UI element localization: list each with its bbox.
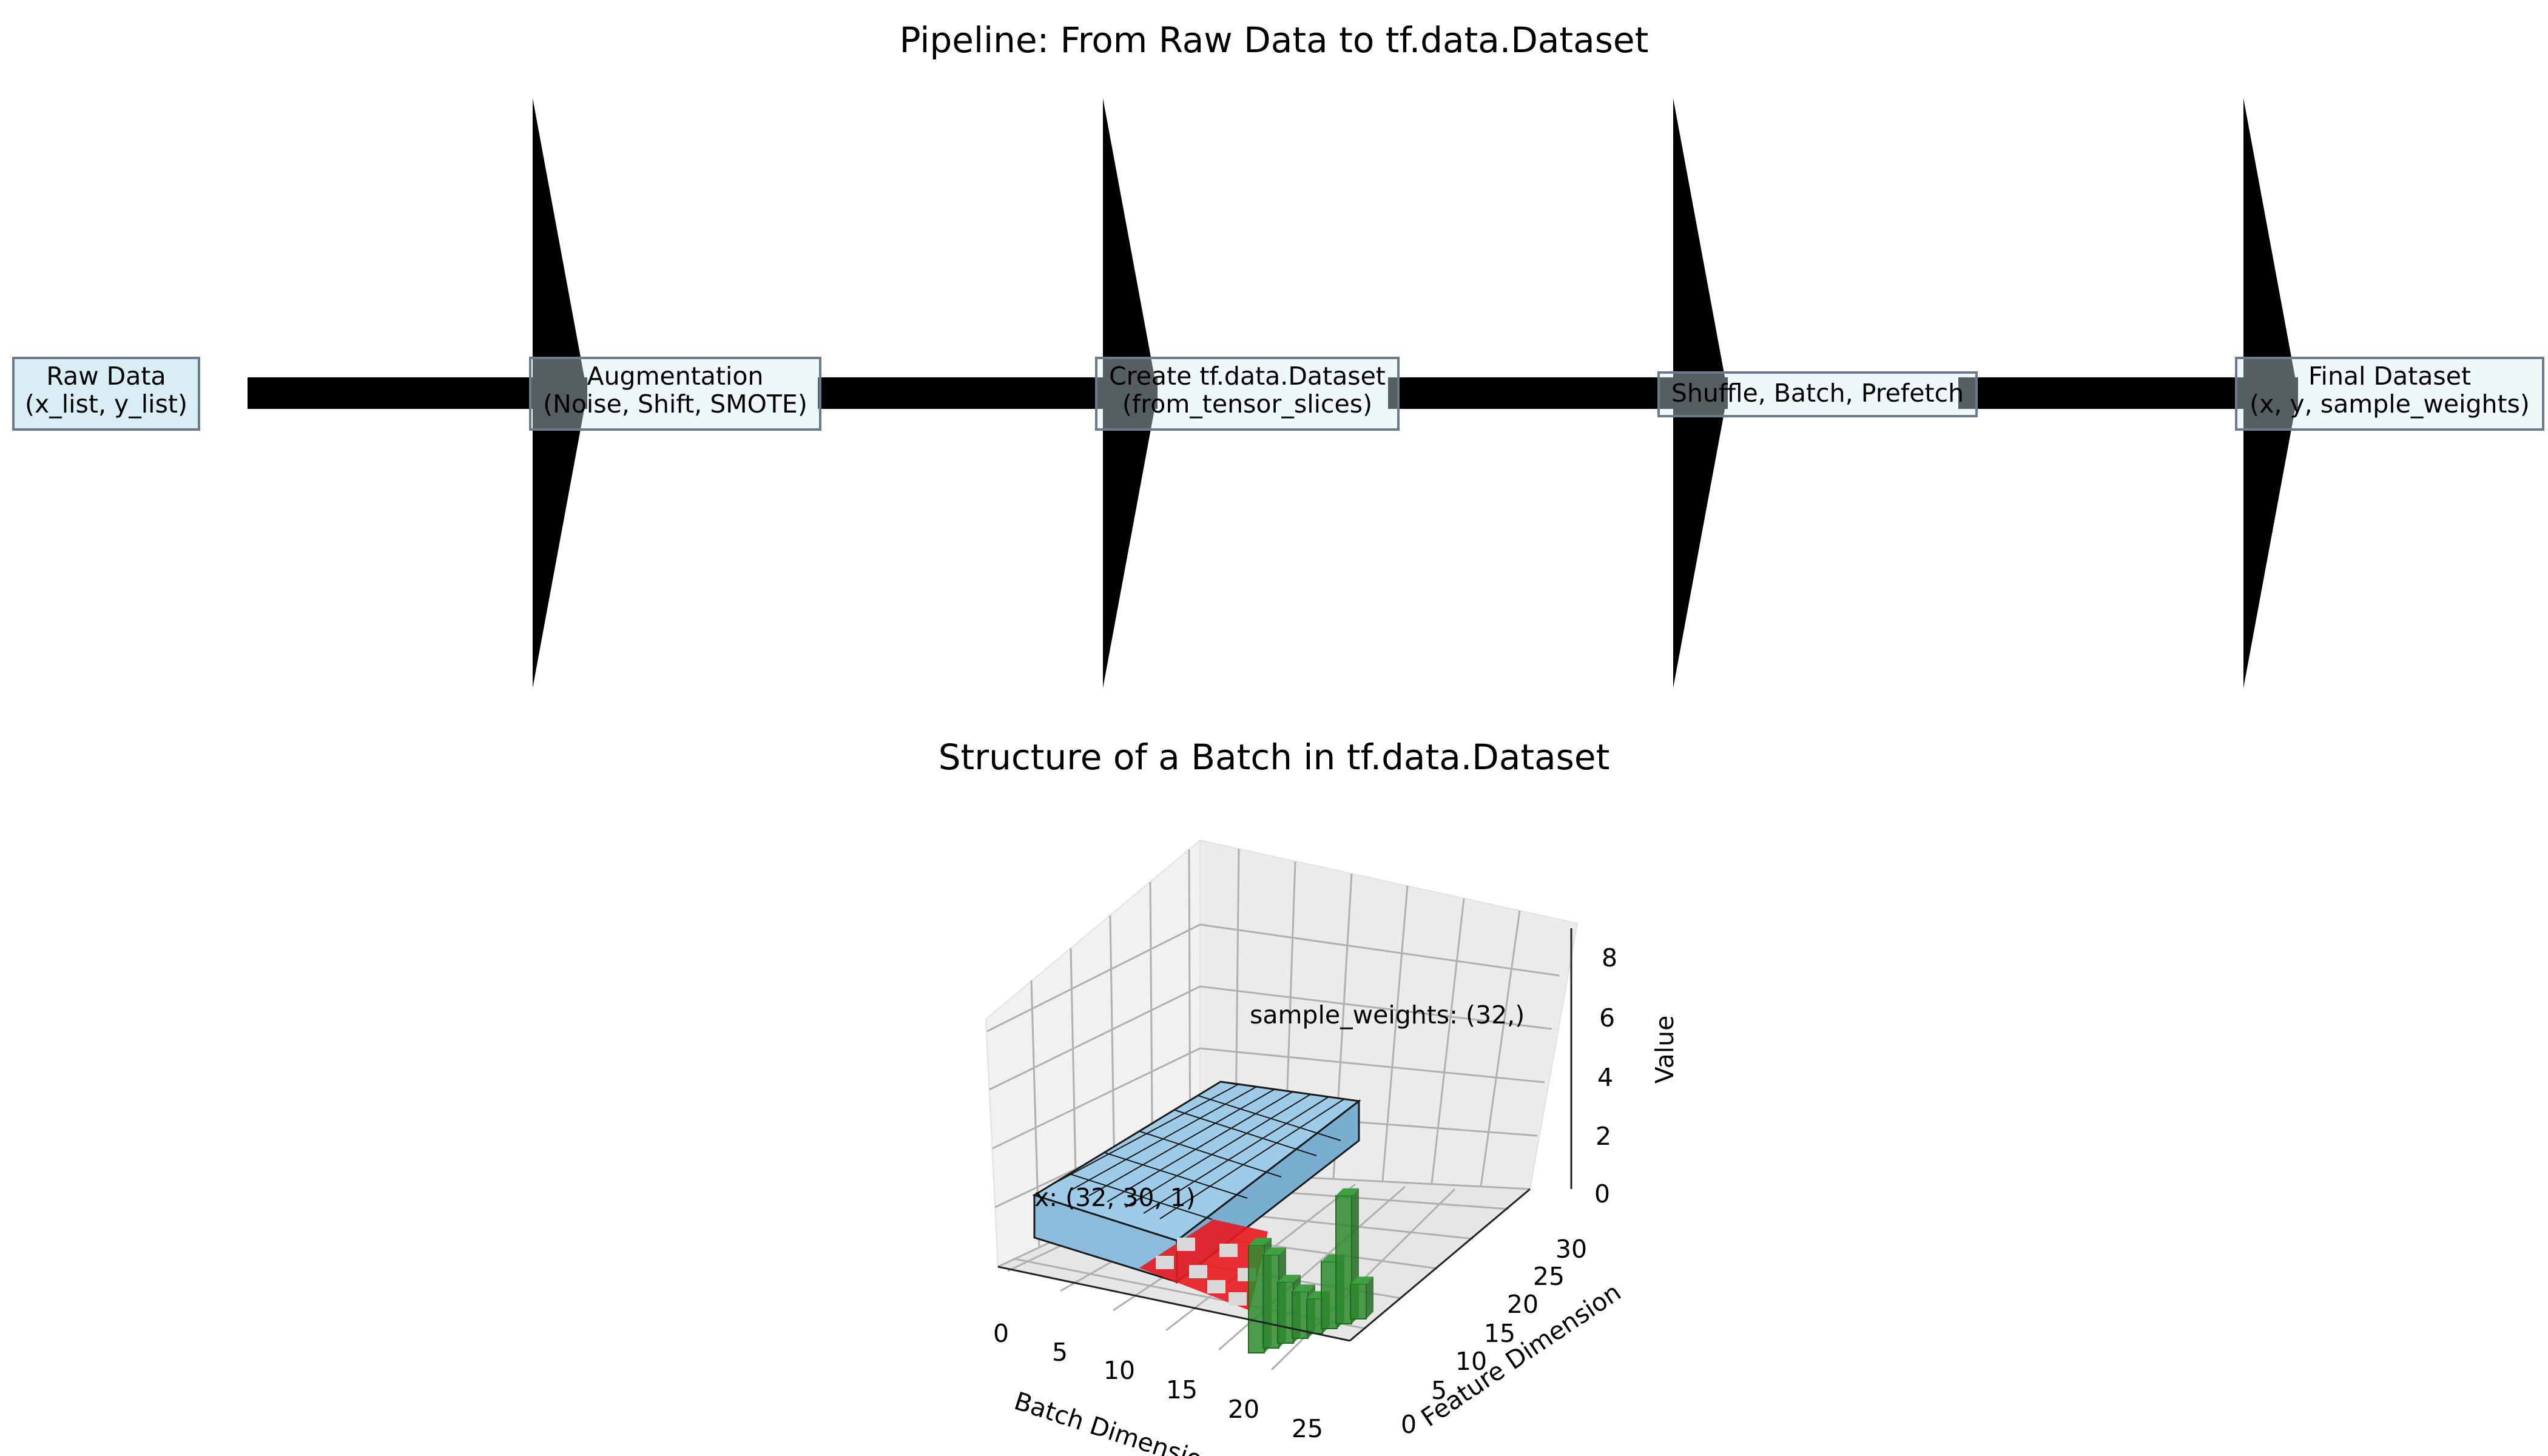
connector-bar-4 bbox=[1958, 377, 2298, 409]
stage-box-raw-data: Raw Data (x_list, y_list) bbox=[12, 357, 200, 431]
pipeline-arrows bbox=[248, 98, 2298, 688]
batch-chart: Structure of a Batch in tf.data.Dataset bbox=[939, 736, 1679, 1456]
weight-bar-front bbox=[1277, 1281, 1294, 1344]
arrow-head-4 bbox=[2243, 98, 2298, 688]
y-label-blocks bbox=[1139, 1219, 1268, 1310]
connector-bar-2 bbox=[818, 377, 1158, 409]
stage-sublabel: (x, y, sample_weights) bbox=[2250, 389, 2530, 419]
stage-box-shuffle-batch-prefetch: Shuffle, Batch, Prefetch bbox=[1657, 371, 1978, 417]
y-tick-label: 25 bbox=[1533, 1262, 1565, 1291]
pipeline-diagram: Pipeline: From Raw Data to tf.data.Datas… bbox=[12, 19, 2544, 688]
x-annotation: x: (32, 30, 1) bbox=[1034, 1183, 1196, 1212]
stage-box-create-dataset: Create tf.data.Dataset (from_tensor_slic… bbox=[1095, 357, 1400, 431]
stage-label: Shuffle, Batch, Prefetch bbox=[1671, 379, 1964, 408]
weight-bar-front bbox=[1248, 1244, 1265, 1353]
z-tick-label: 0 bbox=[1594, 1179, 1610, 1208]
connector-bar-3 bbox=[1388, 377, 1728, 409]
sample-weight-bar bbox=[1262, 1247, 1286, 1349]
x-tick-label: 25 bbox=[1292, 1414, 1323, 1443]
x-tick-label: 5 bbox=[1052, 1338, 1068, 1367]
arrow-head-1 bbox=[533, 98, 587, 688]
stage-label: Augmentation bbox=[587, 362, 764, 391]
stage-sublabel: (x_list, y_list) bbox=[25, 389, 187, 419]
weight-bar-top bbox=[1350, 1276, 1373, 1284]
x-tick-label: 10 bbox=[1104, 1356, 1135, 1385]
z-tick-label: 6 bbox=[1599, 1003, 1615, 1033]
stage-label: Raw Data bbox=[46, 362, 166, 391]
weight-bar-side bbox=[1366, 1276, 1373, 1319]
weight-bar-top bbox=[1278, 1275, 1301, 1282]
weight-bar-front bbox=[1335, 1195, 1352, 1325]
x-tick-label: 15 bbox=[1166, 1375, 1198, 1404]
sample-weight-bars bbox=[1248, 1188, 1373, 1353]
weight-bar-front bbox=[1306, 1298, 1323, 1334]
weight-bar-top bbox=[1249, 1238, 1272, 1245]
y-axis-line bbox=[1349, 1188, 1531, 1342]
sample-weights-annotation: sample_weights: (32,) bbox=[1250, 1000, 1525, 1030]
x-axis-line bbox=[997, 1266, 1350, 1342]
y-axis-ticks: 0 5 10 15 20 25 30 bbox=[1401, 1235, 1587, 1439]
y-tick-label: 15 bbox=[1484, 1319, 1515, 1348]
z-tick-label: 8 bbox=[1602, 943, 1617, 972]
weight-bar-top bbox=[1292, 1284, 1315, 1292]
stage-sublabel: (from_tensor_slices) bbox=[1122, 389, 1372, 419]
y-tick-label: 30 bbox=[1555, 1235, 1587, 1264]
y-tick-label: 10 bbox=[1455, 1347, 1487, 1376]
y-tick-label: 0 bbox=[1401, 1410, 1417, 1439]
weight-bar-top bbox=[1263, 1247, 1286, 1255]
x-axis-ticks: 0 5 10 15 20 25 bbox=[993, 1319, 1323, 1443]
z-tick-label: 4 bbox=[1597, 1063, 1613, 1092]
arrow-head-2 bbox=[1103, 98, 1158, 688]
weight-bar-front bbox=[1321, 1261, 1338, 1330]
weight-bar-top bbox=[1336, 1188, 1359, 1196]
z-axis-label: Value bbox=[1650, 1016, 1679, 1084]
axis-lines bbox=[997, 928, 1572, 1342]
stage-sublabel: (Noise, Shift, SMOTE) bbox=[543, 389, 807, 419]
z-tick-label: 2 bbox=[1596, 1122, 1611, 1151]
sample-weight-bar bbox=[1350, 1276, 1373, 1320]
x-block-cell-grid bbox=[1052, 1084, 1344, 1220]
stage-label: Final Dataset bbox=[2308, 362, 2471, 391]
weight-bar-front bbox=[1262, 1254, 1279, 1349]
stage-label: Create tf.data.Dataset bbox=[1109, 362, 1386, 391]
pipeline-title: Pipeline: From Raw Data to tf.data.Datas… bbox=[900, 19, 1649, 61]
z-axis-ticks: 0 2 4 6 8 bbox=[1594, 943, 1617, 1208]
batch-title: Structure of a Batch in tf.data.Dataset bbox=[939, 736, 1610, 778]
weight-bar-front bbox=[1350, 1283, 1367, 1320]
arrow-head-3 bbox=[1673, 98, 1728, 688]
stage-box-augmentation: Augmentation (Noise, Shift, SMOTE) bbox=[529, 357, 821, 431]
stage-box-final-dataset: Final Dataset (x, y, sample_weights) bbox=[2235, 357, 2544, 431]
y-block-cells-light bbox=[1156, 1238, 1256, 1306]
x-tick-label: 20 bbox=[1228, 1395, 1259, 1424]
x-tick-label: 0 bbox=[993, 1319, 1009, 1348]
y-tick-label: 5 bbox=[1431, 1376, 1447, 1405]
y-tick-label: 20 bbox=[1507, 1290, 1539, 1319]
